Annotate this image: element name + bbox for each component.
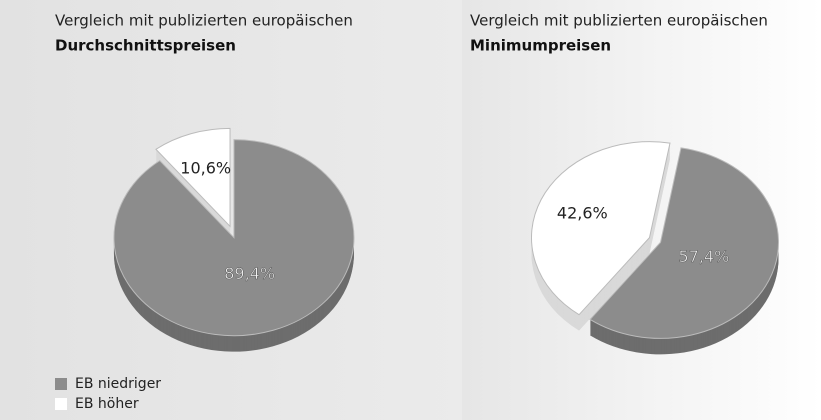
- pie-slice: [113, 139, 355, 337]
- data-label: 42,6%: [557, 204, 608, 223]
- data-label: 10,6%: [180, 158, 231, 177]
- legend-swatch: [55, 378, 67, 390]
- data-label: 89,4%: [224, 264, 275, 283]
- legend-swatch: [55, 398, 67, 410]
- chart-subtitle: Durchschnittspreisen: [55, 37, 236, 55]
- chart-title: Vergleich mit publizierten europäischen: [470, 12, 768, 30]
- chart-subtitle: Minimumpreisen: [470, 37, 611, 55]
- panel: [0, 0, 462, 420]
- legend-label: EB niedriger: [75, 376, 161, 392]
- pie-slice: [589, 147, 779, 339]
- pie-slice: [155, 127, 231, 228]
- chart-title: Vergleich mit publizierten europäischen: [55, 12, 353, 30]
- legend-label: EB höher: [75, 396, 139, 412]
- pie-slice: [531, 141, 671, 316]
- data-label: 57,4%: [678, 247, 729, 266]
